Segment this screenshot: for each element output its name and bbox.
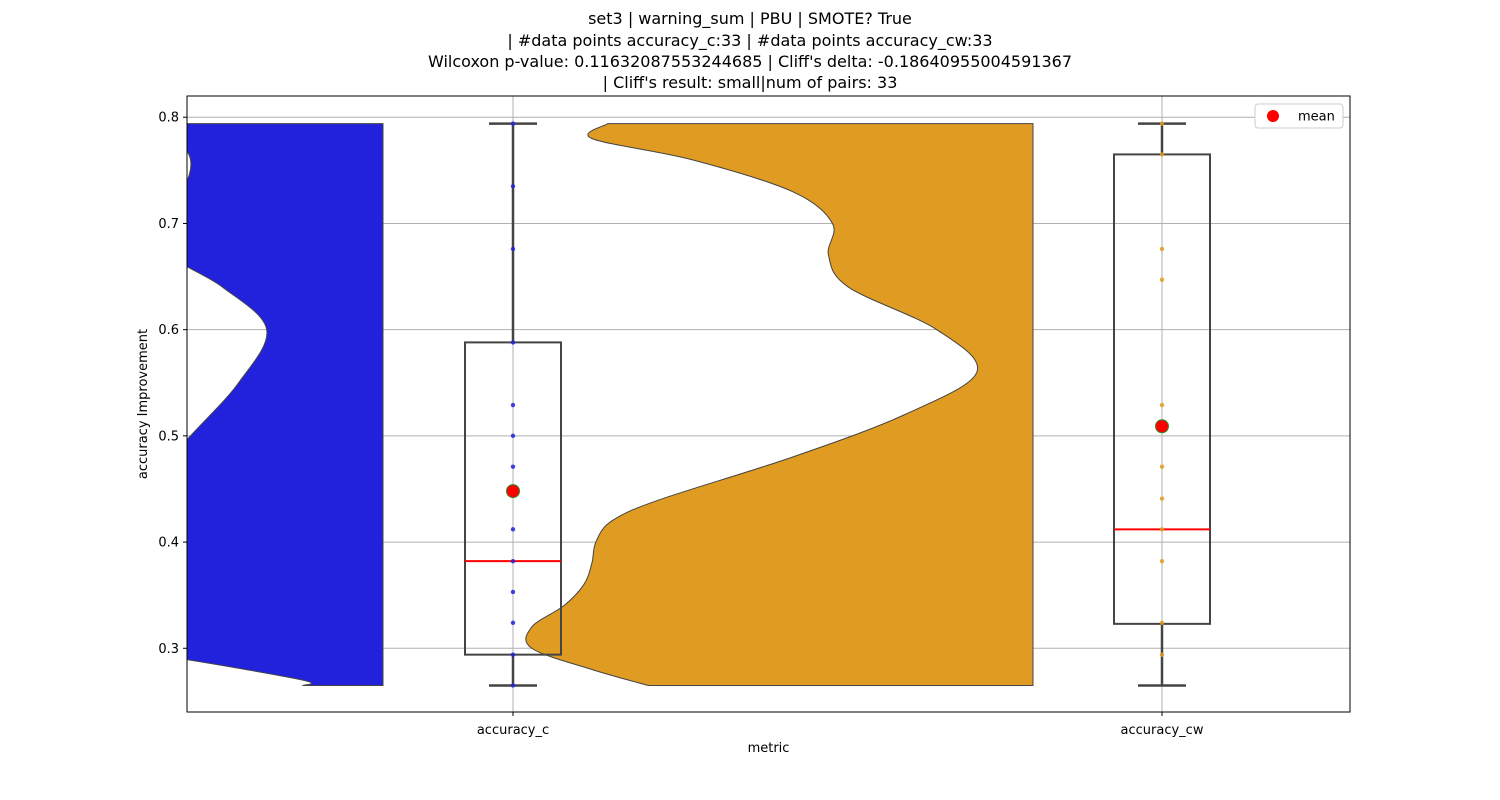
data-point-accuracy_c (510, 589, 516, 595)
y-tick-label: 0.3 (158, 642, 179, 657)
y-tick-label: 0.5 (158, 429, 179, 444)
plot-frame (186, 95, 1351, 713)
chart-title-line-2: | #data points accuracy_c:33 | #data poi… (507, 31, 993, 50)
y-tick-label: 0.6 (158, 323, 179, 338)
data-point-accuracy_cw (1159, 402, 1165, 408)
legend-mean-marker (1267, 110, 1279, 122)
data-point-accuracy_c (510, 246, 516, 252)
data-point-accuracy_c (510, 464, 516, 469)
y-tick-label: 0.7 (158, 217, 179, 232)
data-point-accuracy_cw (1159, 246, 1165, 252)
mean-marker-accuracy_c (506, 484, 520, 499)
x-tick-label: accuracy_cw (1121, 723, 1204, 738)
data-point-accuracy_c (510, 402, 516, 408)
data-point-accuracy_cw (1159, 277, 1165, 282)
data-point-accuracy_c (510, 184, 516, 189)
x-tick-label: accuracy_c (477, 723, 549, 738)
legend-box (1254, 103, 1344, 129)
chart-title-line-3: Wilcoxon p-value: 0.11632087553244685 | … (427, 52, 1072, 71)
x-axis-label: metric (748, 741, 790, 756)
data-point-accuracy_c (510, 683, 516, 688)
data-point-accuracy_cw (1159, 652, 1165, 657)
data-point-accuracy_c (510, 433, 516, 439)
strip-points (510, 121, 1165, 688)
y-tick-label: 0.8 (158, 111, 179, 126)
violins (187, 123, 1034, 686)
data-point-accuracy_c (510, 340, 516, 345)
mean-markers (506, 419, 1169, 499)
data-point-accuracy_c (510, 652, 516, 657)
data-point-accuracy_cw (1159, 464, 1165, 469)
data-point-accuracy_cw (1159, 558, 1165, 564)
legend-label-mean: mean (1298, 110, 1335, 125)
data-point-accuracy_cw (1159, 152, 1165, 157)
chart-title-line-1: set3 | warning_sum | PBU | SMOTE? True (588, 9, 912, 28)
y-tick-label: 0.4 (158, 536, 179, 551)
data-point-accuracy_c (510, 527, 516, 532)
axes: 0.3 0.4 0.5 0.6 0.7 0.8 accuracy_c accuracy_cw (158, 111, 1204, 738)
chart-title-line-4: | Cliff's result: small|num of pairs: 33 (602, 73, 898, 92)
data-point-accuracy_cw (1159, 527, 1165, 532)
data-point-accuracy_c (510, 121, 516, 126)
mean-marker-accuracy_cw (1155, 419, 1169, 434)
data-point-accuracy_cw (1159, 620, 1165, 625)
violin-accuracy_c (187, 123, 384, 686)
data-point-accuracy_cw (1159, 496, 1165, 501)
data-point-accuracy_c (510, 620, 516, 625)
violin-accuracy_cw (525, 123, 1034, 686)
data-point-accuracy_cw (1159, 121, 1165, 126)
legend: mean (1254, 103, 1344, 129)
data-point-accuracy_c (510, 558, 516, 564)
y-axis-label: accuracy Improvement (136, 329, 151, 479)
